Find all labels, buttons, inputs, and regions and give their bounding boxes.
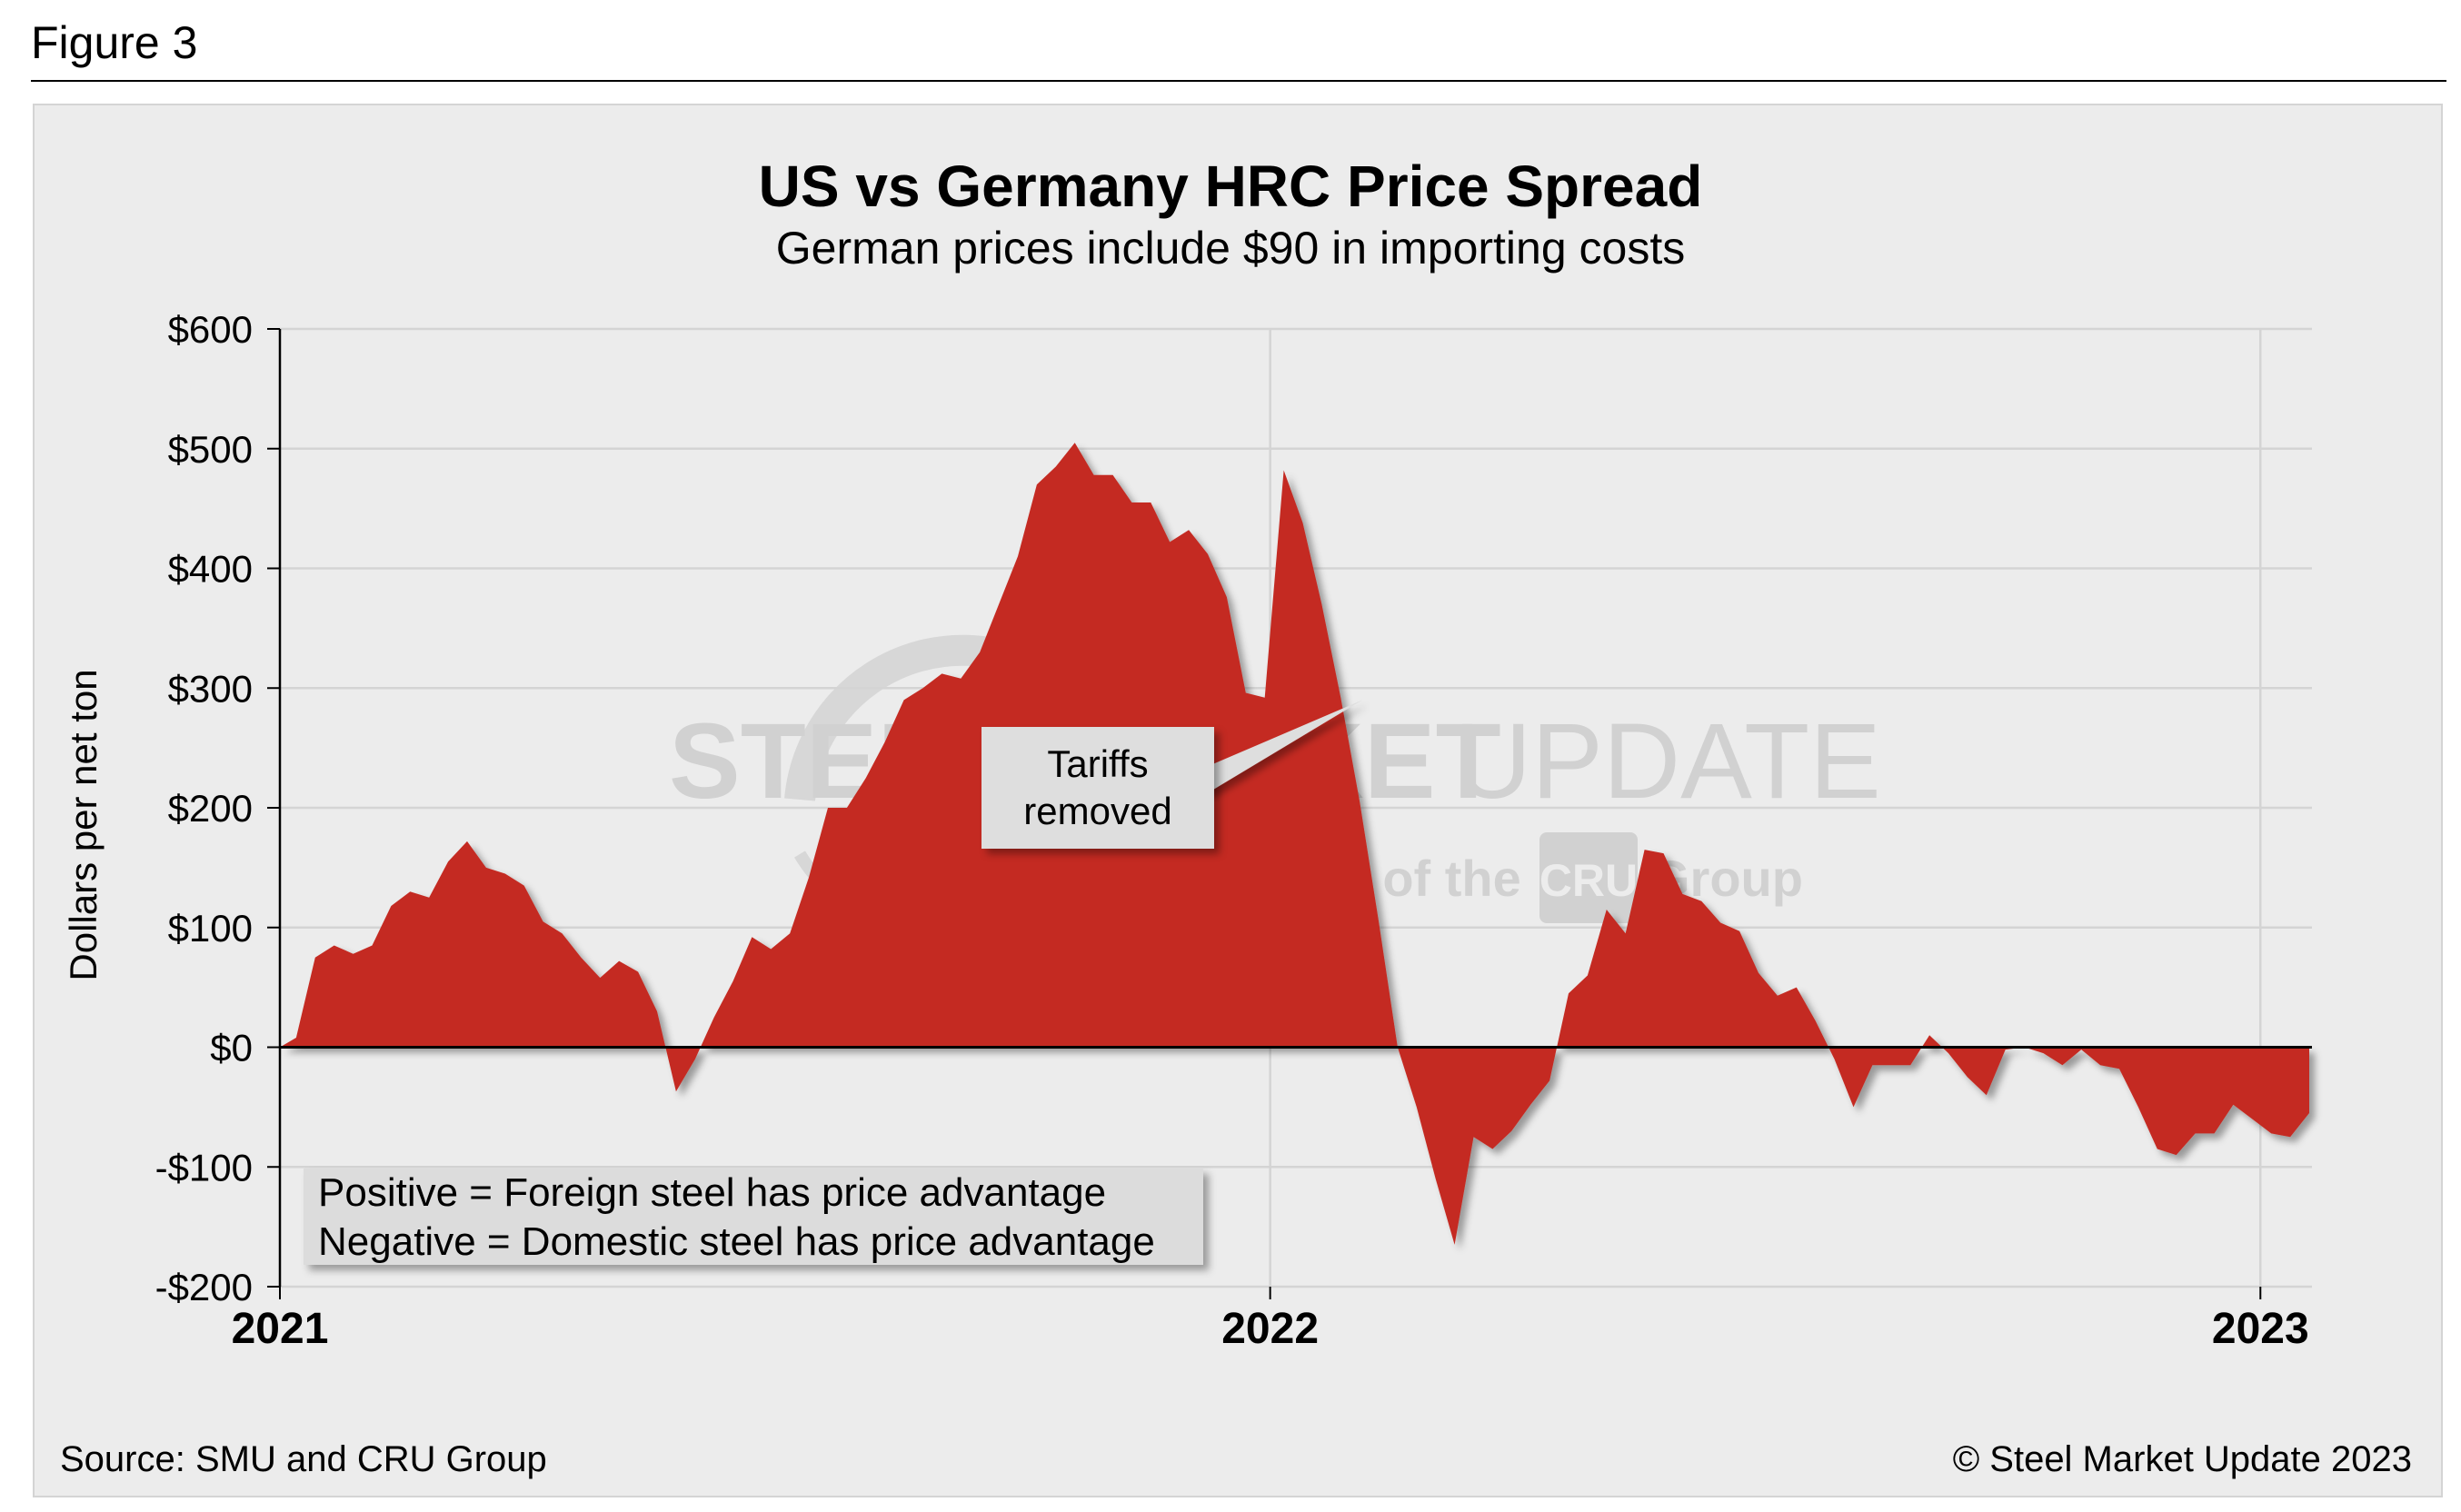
- spread-area-series: [280, 443, 2309, 1245]
- plot-area: [280, 443, 2309, 1245]
- x-tick-label: 2021: [232, 1305, 329, 1353]
- legend-note-box: Positive = Foreign steel has price advan…: [304, 1169, 1203, 1265]
- source-note: Source: SMU and CRU Group: [60, 1439, 547, 1479]
- y-tick-label: -$200: [155, 1266, 253, 1308]
- callout-line1: Tariffs: [1047, 742, 1149, 785]
- copyright-note: © Steel Market Update 2023: [1952, 1439, 2412, 1479]
- y-tick-label: $200: [168, 787, 253, 830]
- callout-line2: removed: [1023, 790, 1172, 832]
- chart-subtitle: German prices include $90 in importing c…: [775, 223, 1686, 274]
- x-tick-label: 2023: [2212, 1305, 2309, 1353]
- y-tick-label: -$100: [155, 1146, 253, 1189]
- y-tick-label: $600: [168, 308, 253, 351]
- watermark-line1-light: UPDATE: [1454, 701, 1881, 821]
- watermark-cru-badge: [1539, 832, 1638, 923]
- callout-pointer: [1172, 700, 1363, 792]
- callout-pointer-shape: [1172, 700, 1363, 792]
- axes: $600 $500 $400 $300 $200 $100 $0 -$100 -$2002021…: [155, 308, 2312, 1353]
- y-tick-label: $0: [210, 1027, 253, 1069]
- y-tick-label: $300: [168, 667, 253, 710]
- figure-label: Figure 3: [31, 17, 198, 68]
- figure-rule: [31, 80, 2446, 82]
- y-tick-label: $500: [168, 428, 253, 471]
- tariffs-callout: Tariffs removed: [981, 727, 1214, 849]
- y-tick-label: $400: [168, 548, 253, 591]
- watermark-line2-badge: CRU: [1539, 855, 1638, 906]
- y-tick-label: $100: [168, 907, 253, 950]
- legend-note-line2: Negative = Domestic steel has price adva…: [318, 1219, 1155, 1264]
- legend-note-line1: Positive = Foreign steel has price advan…: [318, 1170, 1107, 1215]
- x-tick-label: 2022: [1221, 1305, 1319, 1353]
- chart-title: US vs Germany HRC Price Spread: [758, 154, 1703, 219]
